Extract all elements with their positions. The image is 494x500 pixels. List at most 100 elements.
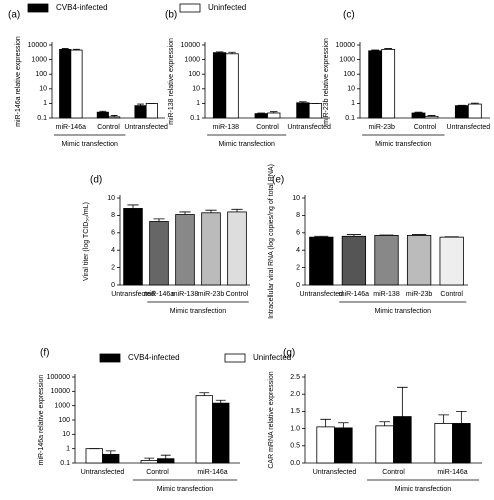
x-tick-label: Untransfected — [447, 124, 491, 131]
legend-label: CVB4-infected — [56, 3, 108, 12]
bar — [411, 112, 426, 119]
panel-label: (a) — [8, 10, 20, 21]
panel-label: (g) — [283, 348, 295, 359]
bar — [201, 212, 221, 286]
bar — [381, 48, 396, 119]
error-bar — [438, 414, 449, 424]
bar — [59, 48, 72, 119]
bar — [296, 102, 310, 119]
bar — [309, 236, 334, 286]
legend-label: Uninfected — [253, 353, 291, 362]
error-bar — [320, 418, 331, 427]
y-tick-label: 10 — [107, 195, 115, 202]
bar — [134, 105, 147, 119]
y-tick-label: 0.1 — [345, 115, 355, 122]
y-axis-label: miR-146a relative expression — [38, 375, 45, 466]
x-tick-label: Control — [440, 291, 463, 298]
legend-swatch — [27, 3, 49, 13]
y-tick-label: 0 — [111, 282, 115, 289]
bar — [334, 427, 353, 464]
error-bar — [61, 48, 69, 50]
error-bar — [110, 115, 118, 117]
y-tick-label: 10 — [292, 195, 300, 202]
y-tick-label: 1000 — [184, 56, 200, 63]
error-bar — [346, 234, 361, 237]
panel-label: (b) — [165, 10, 177, 21]
legend-swatch — [224, 353, 246, 363]
bar — [393, 416, 412, 464]
bar — [212, 52, 227, 119]
error-bar — [257, 112, 265, 114]
error-bar — [199, 392, 210, 396]
panel-label: (f) — [40, 348, 49, 359]
y-axis-label: miR-138 relative expression — [168, 38, 175, 125]
error-bar — [144, 457, 155, 461]
error-bar — [299, 101, 307, 103]
bar — [212, 402, 230, 464]
bar — [102, 453, 120, 464]
y-tick-label: 10 — [192, 86, 200, 93]
bar — [145, 103, 158, 119]
bar — [225, 53, 239, 119]
bar — [375, 425, 394, 464]
legend-label: CVB4-infected — [128, 353, 180, 362]
y-tick-label: 4 — [111, 247, 115, 254]
y-tick-label: 1000 — [339, 56, 355, 63]
y-tick-label: 100 — [58, 417, 70, 424]
x-tick-label: miR-146a — [437, 469, 467, 476]
legend-swatch — [99, 353, 121, 363]
y-tick-label: 100 — [343, 71, 355, 78]
bar — [439, 236, 464, 286]
panel-label: (c) — [343, 10, 355, 21]
x-tick-label: miR-146a — [339, 291, 369, 298]
group-label: Mimic transfection — [375, 141, 432, 148]
x-tick-label: Control — [382, 469, 405, 476]
y-tick-label: 2.0 — [290, 391, 300, 398]
y-tick-label: 100000 — [47, 374, 70, 381]
y-tick-label: 0.1 — [190, 115, 200, 122]
y-tick-label: 10 — [347, 86, 355, 93]
x-tick-label: miR-138 — [373, 291, 400, 298]
x-tick-label: Untransfected — [124, 124, 168, 131]
x-tick-label: miR-23b — [368, 124, 395, 131]
error-bar — [228, 51, 236, 54]
y-tick-label: 8 — [111, 212, 115, 219]
y-tick-label: 0.1 — [60, 460, 70, 467]
bar — [85, 448, 103, 464]
y-tick-label: 10 — [62, 431, 70, 438]
bar — [454, 105, 469, 119]
y-tick-label: 4 — [296, 247, 300, 254]
error-bar — [160, 454, 171, 459]
error-bar — [179, 211, 191, 215]
bar — [368, 50, 383, 119]
bar — [195, 395, 213, 464]
error-bar — [379, 421, 390, 426]
legend-label: Uninfected — [208, 3, 246, 12]
y-tick-label: 6 — [111, 230, 115, 237]
x-tick-label: Control — [414, 124, 437, 131]
bar — [140, 460, 158, 464]
y-tick-label: 6 — [296, 230, 300, 237]
error-bar — [205, 209, 217, 213]
y-axis-label: Intracellular viral RNA (log copies/ng o… — [268, 164, 275, 319]
error-bar — [314, 235, 329, 238]
x-tick-label: Control — [256, 124, 279, 131]
y-tick-label: 1 — [66, 446, 70, 453]
error-bar — [215, 51, 224, 53]
y-tick-label: 100 — [35, 71, 47, 78]
y-axis-label: CAR mRNA relative expression — [268, 371, 275, 468]
y-tick-label: 0.0 — [290, 460, 300, 467]
bar — [406, 235, 432, 286]
x-tick-label: Untransfected — [81, 469, 125, 476]
error-bar — [137, 103, 144, 106]
y-tick-label: 1.0 — [290, 425, 300, 432]
x-tick-label: miR-146a — [144, 291, 174, 298]
y-tick-label: 1.5 — [290, 408, 300, 415]
y-tick-label: 10 — [39, 86, 47, 93]
bar — [267, 112, 281, 119]
bar — [452, 423, 471, 464]
y-tick-label: 2 — [296, 264, 300, 271]
bar — [157, 458, 175, 464]
x-tick-label: Untransfected — [287, 124, 331, 131]
